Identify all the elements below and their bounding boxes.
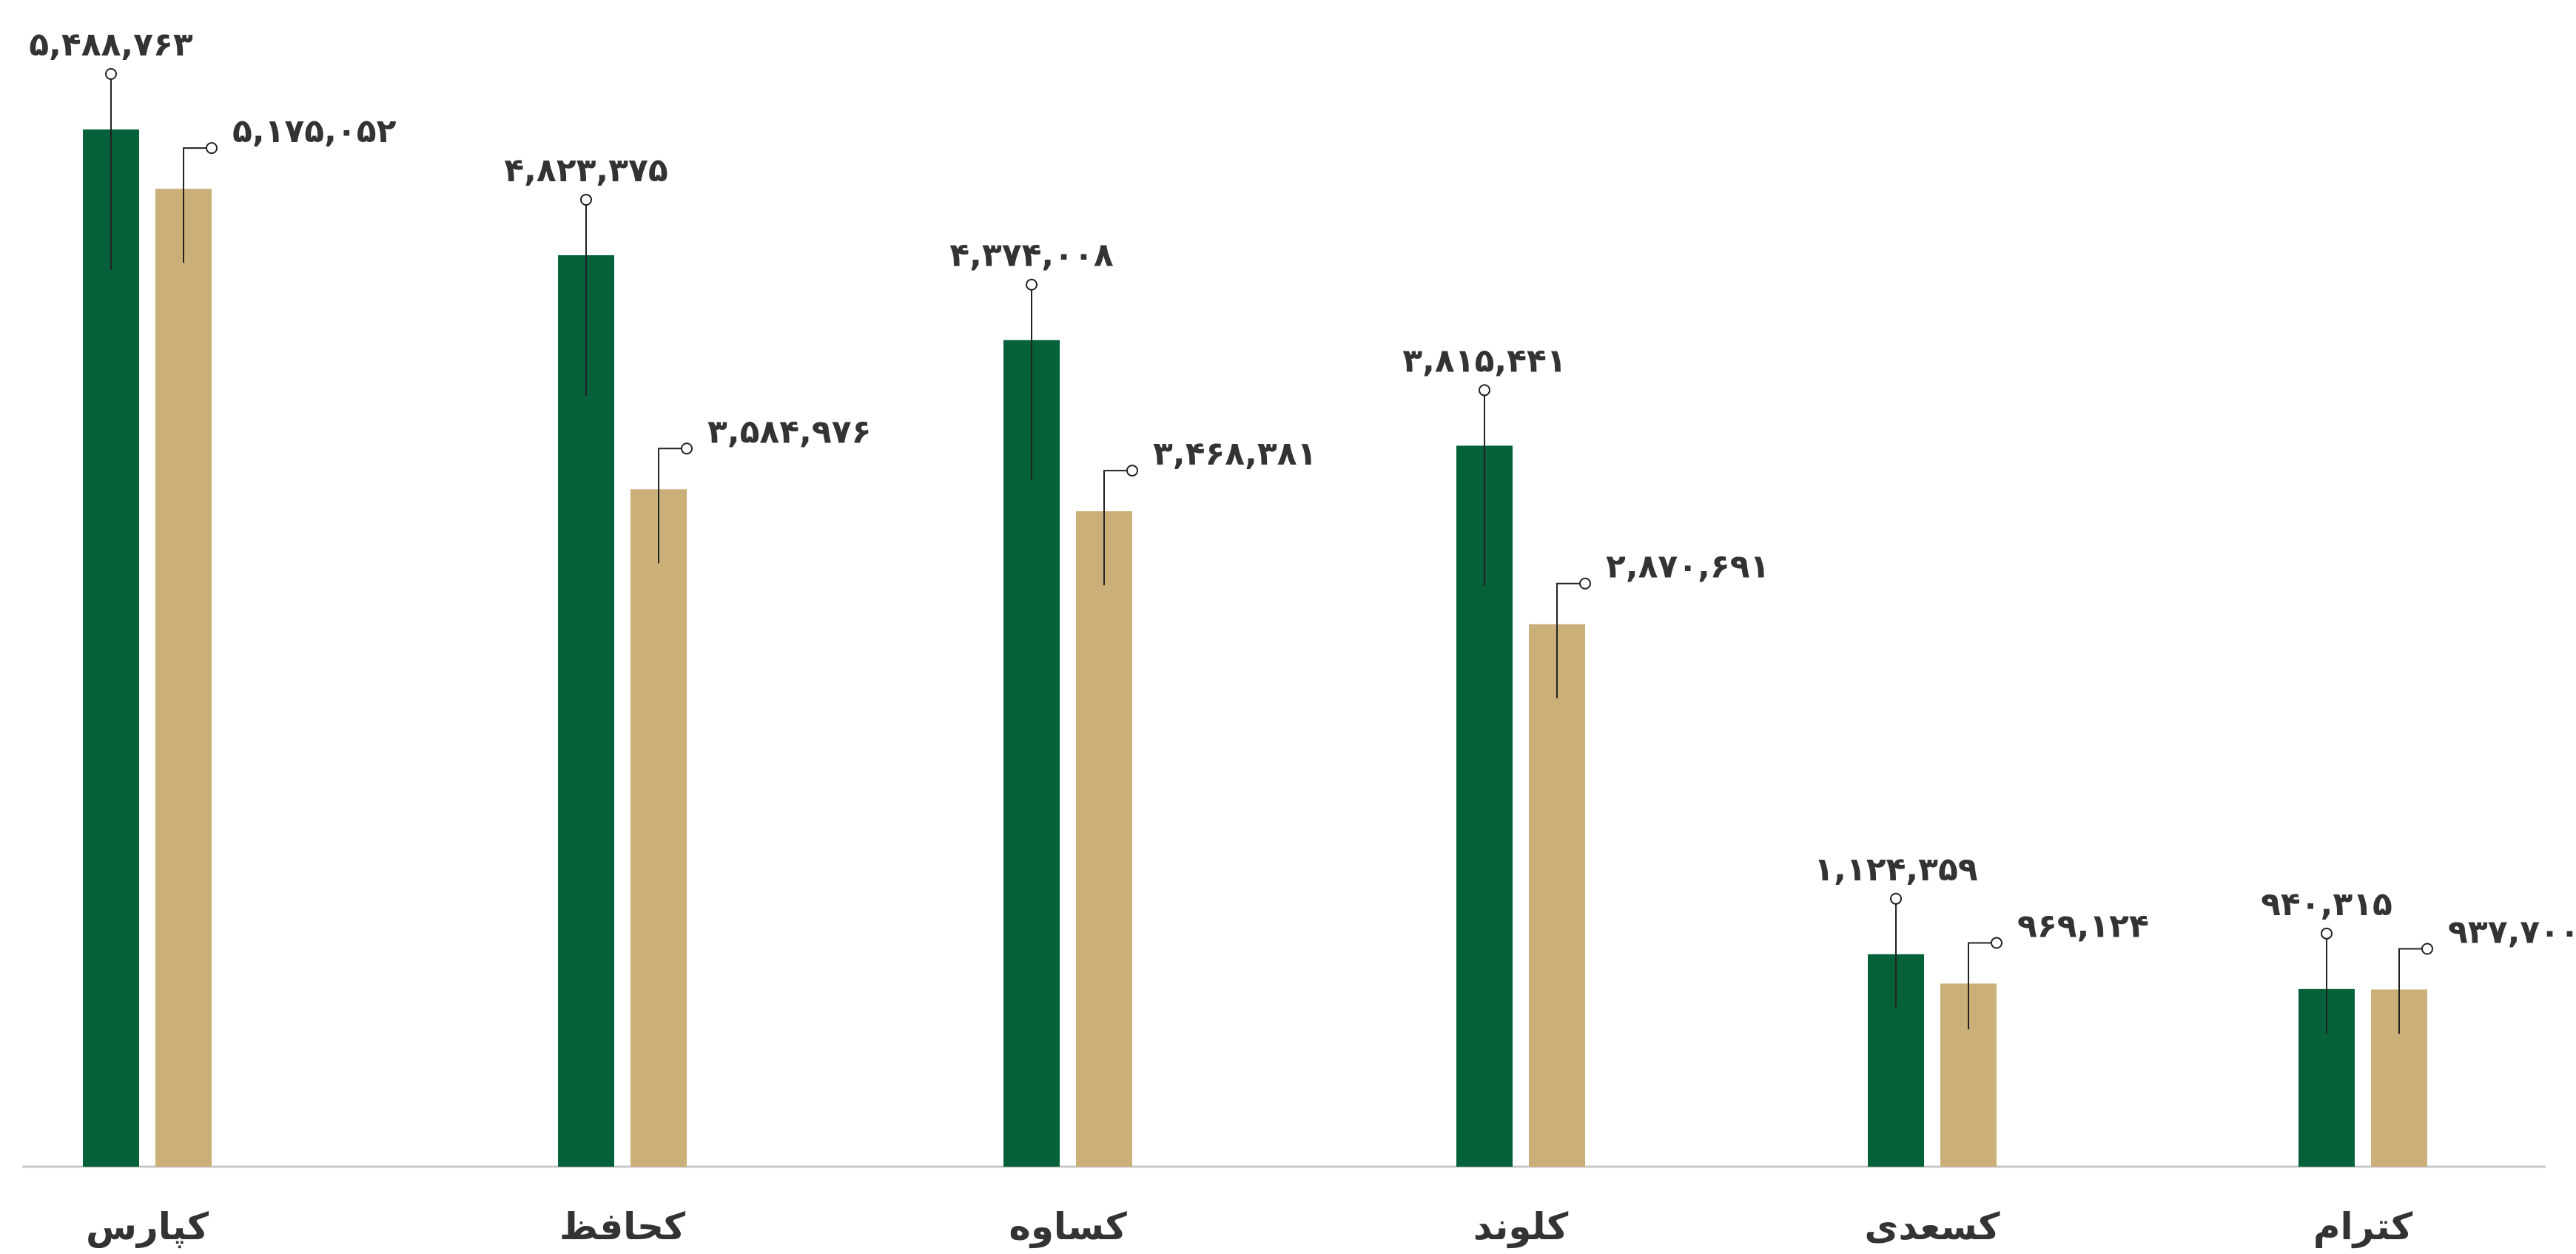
- leader-dot-a: [2321, 927, 2333, 940]
- value-label-b: ۳,۵۸۴,۹۷۶: [707, 413, 871, 451]
- value-label-b: ۹۳۷,۷۰۰: [2448, 913, 2576, 951]
- leader-dot-b: [1126, 465, 1138, 477]
- leader-line-b: [1103, 470, 1127, 586]
- category-label: کساوه: [1009, 1205, 1127, 1249]
- category-label: کحافظ: [559, 1205, 686, 1248]
- bar-series-b: [630, 489, 687, 1167]
- bar-series-b: [155, 189, 212, 1167]
- leader-dot-b: [206, 142, 218, 155]
- value-label-a: ۳,۸۱۵,۴۴۱: [1402, 342, 1566, 380]
- category-label: کترام: [2313, 1205, 2413, 1249]
- leader-dot-b: [2421, 943, 2433, 955]
- value-label-b: ۹۶۹,۱۲۴: [2017, 907, 2149, 945]
- leader-line-b: [183, 147, 206, 263]
- leader-line-b: [1968, 942, 1991, 1030]
- leader-line-b: [1556, 582, 1580, 698]
- value-label-a: ۹۴۰,۳۱۵: [2261, 886, 2392, 923]
- value-label-a: ۵,۴۸۸,۷۶۳: [29, 26, 193, 64]
- leader-dot-a: [1026, 278, 1038, 291]
- bar-series-a: [83, 129, 139, 1167]
- value-label-a: ۴,۸۲۳,۳۷۵: [504, 152, 667, 189]
- value-label-b: ۵,۱۷۵,۰۵۲: [232, 112, 397, 150]
- leader-dot-a: [105, 68, 117, 80]
- leader-line-b: [2398, 948, 2422, 1034]
- leader-dot-b: [1991, 937, 2002, 949]
- leader-line-b: [658, 448, 682, 564]
- bar-series-a: [558, 254, 614, 1167]
- leader-dot-a: [580, 193, 592, 206]
- leader-dot-a: [1479, 384, 1490, 397]
- bar-series-b: [1529, 624, 1585, 1167]
- category-label: کپارس: [86, 1205, 209, 1248]
- bar-series-b: [1076, 511, 1132, 1167]
- leader-dot-b: [681, 442, 693, 455]
- leader-dot-b: [1579, 577, 1591, 590]
- category-label: کسعدی: [1865, 1205, 2001, 1248]
- value-label-a: ۴,۳۷۴,۰۰۸: [949, 237, 1114, 274]
- value-label-a: ۱,۱۲۴,۳۵۹: [1814, 851, 1977, 889]
- leader-dot-a: [1890, 892, 1902, 905]
- value-label-b: ۳,۴۶۸,۳۸۱: [1153, 435, 1316, 473]
- value-label-b: ۲,۸۷۰,۶۹۱: [1606, 548, 1769, 586]
- category-label: کلوند: [1473, 1205, 1569, 1249]
